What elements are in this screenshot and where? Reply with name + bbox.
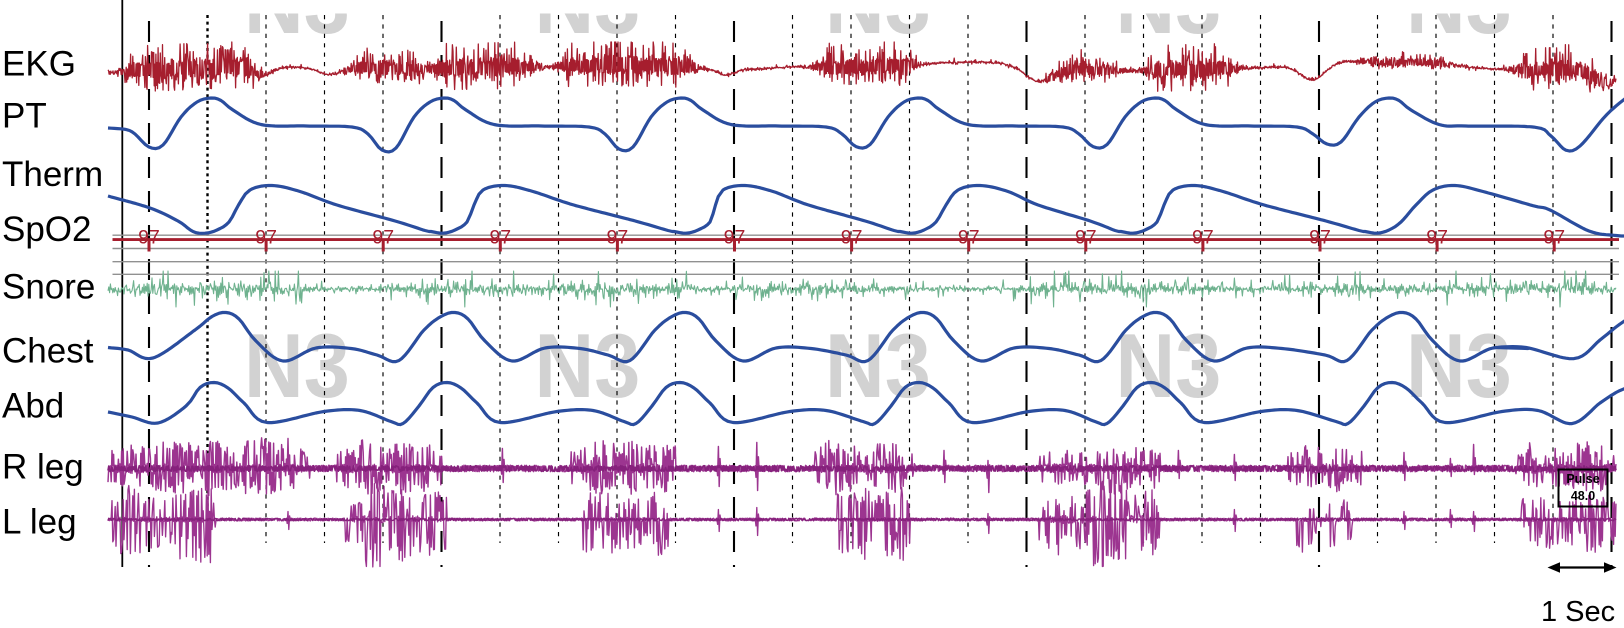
svg-text:97: 97	[1543, 227, 1565, 249]
svg-text:N3: N3	[825, 316, 931, 417]
svg-text:PT: PT	[2, 97, 47, 136]
svg-text:97: 97	[1192, 227, 1214, 249]
svg-text:97: 97	[607, 227, 629, 249]
svg-text:97: 97	[489, 227, 511, 249]
svg-text:EKG: EKG	[2, 45, 76, 84]
svg-text:97: 97	[255, 227, 277, 249]
svg-text:R leg: R leg	[2, 448, 84, 487]
svg-text:N3: N3	[1115, 316, 1221, 417]
svg-text:Abd: Abd	[2, 387, 64, 426]
svg-text:97: 97	[724, 227, 746, 249]
svg-text:N3: N3	[244, 316, 350, 417]
svg-text:L leg: L leg	[2, 503, 77, 542]
svg-text:N3: N3	[534, 316, 640, 417]
svg-text:97: 97	[958, 227, 980, 249]
svg-text:48.0: 48.0	[1571, 489, 1595, 503]
svg-text:Pulse: Pulse	[1566, 472, 1599, 486]
svg-text:SpO2: SpO2	[2, 210, 92, 249]
svg-text:97: 97	[372, 227, 394, 249]
svg-text:1 Sec: 1 Sec	[1541, 596, 1615, 623]
svg-text:Chest: Chest	[2, 332, 94, 371]
svg-text:Therm: Therm	[2, 155, 103, 194]
svg-text:97: 97	[138, 227, 160, 249]
svg-text:Snore: Snore	[2, 268, 95, 307]
svg-text:97: 97	[1309, 227, 1331, 249]
svg-text:97: 97	[841, 227, 863, 249]
svg-text:97: 97	[1075, 227, 1097, 249]
svg-text:97: 97	[1426, 227, 1448, 249]
